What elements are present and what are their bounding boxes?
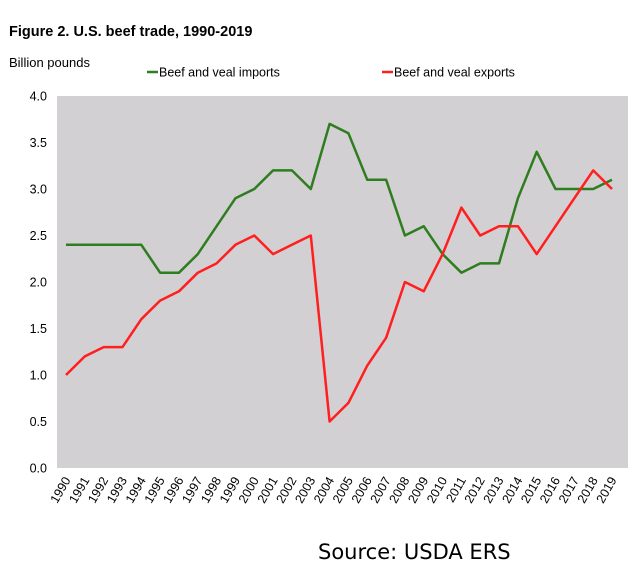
y-tick-label: 1.5: [30, 322, 47, 336]
x-tick-label: 2019: [594, 474, 620, 505]
chart-title: Figure 2. U.S. beef trade, 1990-2019: [9, 24, 253, 40]
plot-area: [57, 96, 628, 468]
x-axis-ticks: 1990199119921993199419951996199719981999…: [48, 474, 620, 505]
y-tick-label: 0.5: [30, 415, 47, 429]
y-tick-label: 3.0: [30, 183, 47, 197]
y-tick-label: 2.5: [30, 229, 47, 243]
y-axis-label: Billion pounds: [9, 55, 90, 70]
series-lines: [65, 122, 613, 423]
y-axis-ticks: 0.0 0.5 1.0 1.5 2.0 2.5 3.0 3.5 4.0: [30, 90, 47, 476]
legend-entry: Beef and veal exports: [394, 66, 515, 80]
source-note: Source: USDA ERS: [318, 540, 511, 564]
y-tick-label: 1.0: [30, 369, 47, 383]
legend-entry: Beef and veal imports: [159, 66, 280, 80]
y-tick-label: 4.0: [30, 90, 47, 104]
y-tick-label: 2.0: [30, 276, 47, 290]
y-tick-label: 0.0: [30, 462, 47, 476]
y-tick-label: 3.5: [30, 136, 47, 150]
x-tick-label: 2010: [424, 474, 450, 505]
series-line-imports: [66, 122, 613, 274]
series-line-exports: [65, 169, 613, 423]
legend: Beef and veal imports Beef and veal expor…: [147, 66, 515, 80]
